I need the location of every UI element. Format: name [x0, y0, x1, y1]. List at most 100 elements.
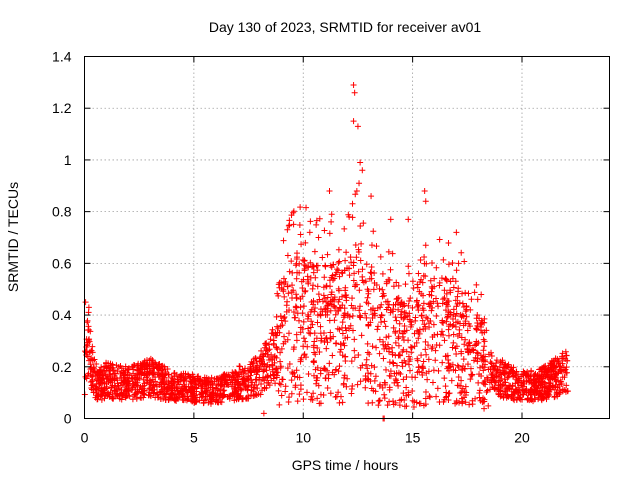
data-point [489, 371, 496, 378]
data-point [433, 393, 440, 400]
x-tick-labels: 0 5 10 15 20 [81, 430, 530, 446]
data-point [376, 350, 383, 357]
data-point [367, 378, 374, 385]
data-point [102, 363, 109, 370]
data-point [422, 242, 429, 249]
data-point [370, 286, 377, 293]
data-point [455, 288, 462, 295]
data-point [365, 370, 372, 377]
data-point [283, 308, 290, 315]
data-point [300, 396, 307, 403]
data-point [368, 242, 375, 249]
data-point [344, 334, 351, 341]
data-point [272, 332, 279, 339]
data-point [418, 312, 425, 319]
data-point [483, 388, 490, 395]
data-point [306, 329, 313, 336]
data-point [387, 216, 394, 223]
data-point [133, 376, 140, 383]
data-point [336, 363, 343, 370]
y-tick-labels: 0 0.2 0.4 0.6 0.8 1 1.2 1.4 [52, 49, 72, 427]
data-point [417, 400, 424, 407]
data-point [313, 262, 320, 269]
data-point [352, 191, 359, 198]
data-point [441, 396, 448, 403]
data-point [286, 268, 293, 275]
data-point [277, 313, 284, 320]
data-point [113, 390, 120, 397]
data-point [106, 393, 113, 400]
data-point [377, 381, 384, 388]
data-point [558, 355, 565, 362]
data-point [145, 392, 152, 399]
data-point [304, 315, 311, 322]
data-point [426, 291, 433, 298]
data-point [326, 187, 333, 194]
data-point [425, 342, 432, 349]
data-point [129, 396, 136, 403]
x-tick-label: 20 [514, 430, 530, 446]
data-point [447, 309, 454, 316]
data-point [481, 361, 488, 368]
data-point [405, 263, 412, 270]
x-tick-label: 10 [295, 430, 311, 446]
data-point [277, 381, 284, 388]
data-point [530, 389, 537, 396]
data-point [399, 363, 406, 370]
data-point [414, 357, 421, 364]
data-point [289, 282, 296, 289]
data-point [450, 331, 457, 338]
data-point [277, 349, 284, 356]
data-point [151, 369, 158, 376]
data-point [379, 270, 386, 277]
data-point [466, 401, 473, 408]
data-point [401, 328, 408, 335]
data-point [503, 369, 510, 376]
data-point [87, 361, 94, 368]
data-point [242, 395, 249, 402]
data-point [294, 398, 301, 405]
data-point [311, 349, 318, 356]
data-point [334, 266, 341, 273]
data-point [481, 398, 488, 405]
data-point [564, 357, 571, 364]
data-point [326, 317, 333, 324]
data-point [539, 378, 546, 385]
data-point [284, 252, 291, 259]
data-point [387, 373, 394, 380]
data-point [275, 387, 282, 394]
data-point [195, 377, 202, 384]
data-point [164, 365, 171, 372]
data-point [473, 281, 480, 288]
data-point [462, 336, 469, 343]
data-point [377, 253, 384, 260]
data-point [272, 366, 279, 373]
data-point [185, 383, 192, 390]
data-point [302, 263, 309, 270]
data-point [552, 355, 559, 362]
data-point [362, 278, 369, 285]
data-point [216, 388, 223, 395]
data-point [138, 366, 145, 373]
data-point [352, 241, 359, 248]
data-point [212, 398, 219, 405]
data-point [321, 227, 328, 234]
data-point [468, 371, 475, 378]
data-point [276, 284, 283, 291]
data-point [537, 375, 544, 382]
data-point [293, 367, 300, 374]
data-point [285, 330, 292, 337]
data-points [81, 81, 571, 422]
data-point [150, 365, 157, 372]
data-point [341, 374, 348, 381]
data-point [520, 383, 527, 390]
data-point [353, 187, 360, 194]
data-point [89, 378, 96, 385]
data-point [112, 387, 119, 394]
data-point [422, 325, 429, 332]
data-point [149, 376, 156, 383]
data-point [460, 313, 467, 320]
data-point [452, 278, 459, 285]
data-point [441, 375, 448, 382]
data-point [378, 301, 385, 308]
